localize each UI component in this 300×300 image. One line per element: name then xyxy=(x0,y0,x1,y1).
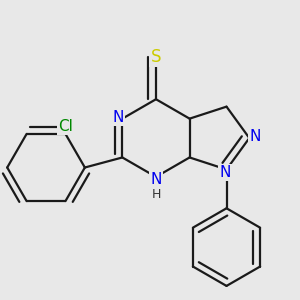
Text: N: N xyxy=(150,172,162,188)
Text: N: N xyxy=(112,110,124,125)
Text: N: N xyxy=(249,129,260,144)
Text: N: N xyxy=(219,165,231,180)
Text: S: S xyxy=(151,47,161,65)
Text: Cl: Cl xyxy=(58,119,74,134)
Text: H: H xyxy=(151,188,161,201)
